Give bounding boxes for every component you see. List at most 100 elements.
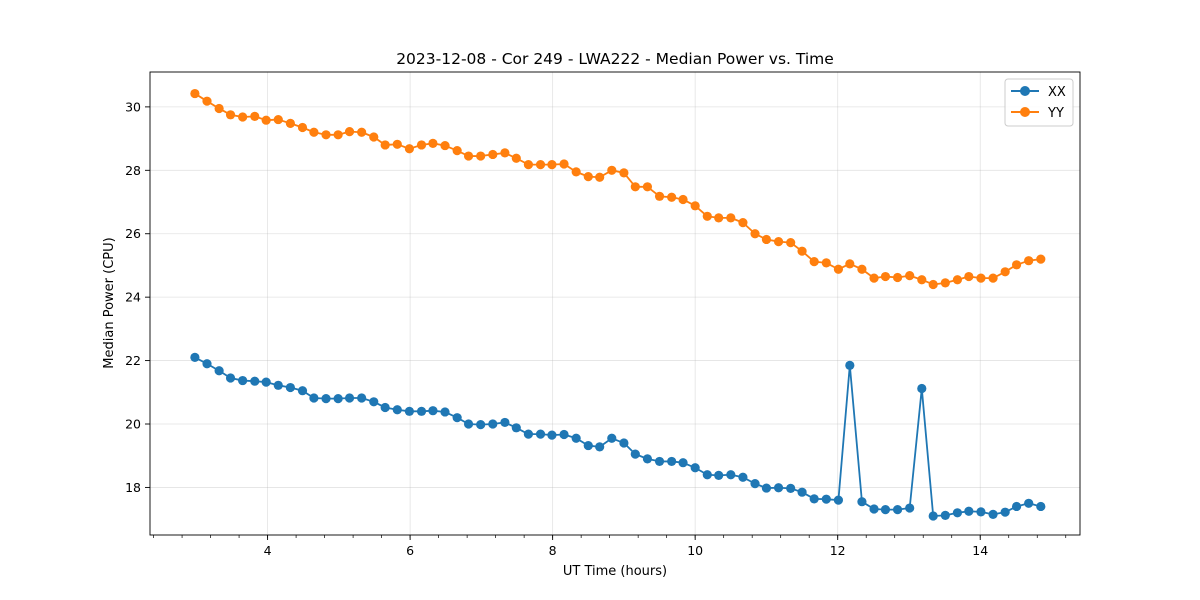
data-point-xx (392, 405, 402, 415)
data-point-xx (642, 454, 653, 464)
data-point-xx (488, 419, 498, 429)
y-axis-label: Median Power (CPU) (102, 237, 117, 368)
data-point-xx (654, 456, 665, 467)
data-point-xx (905, 503, 915, 513)
data-point-xx (1011, 501, 1022, 512)
data-point-xx (928, 511, 938, 521)
data-point-yy (238, 112, 248, 122)
data-point-yy (654, 191, 665, 201)
data-point-xx (761, 483, 772, 493)
data-point-xx (750, 479, 760, 489)
data-point-xx (511, 423, 521, 433)
data-point-yy (869, 273, 879, 283)
data-point-xx (463, 419, 474, 429)
data-point-yy (261, 115, 271, 125)
data-point-xx (357, 393, 367, 403)
data-point-yy (511, 153, 521, 163)
x-tick-label: 8 (549, 543, 557, 558)
data-point-yy (547, 160, 557, 170)
data-point-yy (190, 88, 200, 99)
data-point-xx (595, 442, 605, 452)
data-point-yy (905, 270, 915, 281)
legend-label-yy: YY (1047, 106, 1064, 121)
data-point-yy (726, 213, 736, 223)
data-point-yy (488, 149, 498, 160)
data-point-yy (786, 238, 796, 248)
data-point-xx (833, 495, 844, 505)
data-point-yy (202, 96, 212, 106)
plot-frame (149, 71, 1081, 536)
data-series (190, 88, 1046, 521)
data-point-xx (786, 483, 796, 493)
data-point-yy (1000, 267, 1010, 277)
data-point-xx (297, 386, 308, 396)
data-point-xx (476, 420, 486, 430)
data-point-xx (702, 470, 712, 480)
data-point-yy (809, 257, 819, 267)
data-point-yy (559, 159, 569, 169)
data-point-yy (761, 234, 772, 245)
data-point-yy (463, 151, 474, 161)
data-point-xx (238, 375, 248, 386)
data-point-xx (869, 504, 879, 514)
data-point-xx (845, 360, 855, 370)
data-point-yy (273, 114, 283, 125)
data-point-xx (309, 393, 319, 403)
data-point-xx (964, 506, 974, 516)
data-point-xx (285, 382, 295, 393)
chart-title: 2023-12-08 - Cor 249 - LWA222 - Median P… (396, 50, 834, 68)
legend: XX YY (1004, 78, 1074, 127)
data-point-yy (309, 127, 319, 137)
series-line-xx (194, 356, 1042, 517)
data-point-xx (690, 463, 700, 473)
data-point-yy (225, 110, 236, 120)
y-tick-label: 30 (125, 99, 141, 114)
x-tick-label: 10 (687, 543, 703, 558)
y-tick-label: 18 (125, 480, 141, 495)
data-point-yy (440, 140, 450, 151)
grid (150, 72, 1080, 535)
data-point-yy (690, 201, 700, 211)
y-tick-label: 20 (125, 417, 141, 432)
data-point-yy (428, 138, 438, 148)
data-point-xx (952, 508, 963, 518)
data-point-xx (880, 505, 891, 515)
y-tick-label: 22 (125, 353, 141, 368)
data-point-yy (369, 132, 379, 142)
data-point-xx (428, 406, 438, 416)
data-point-xx (1036, 501, 1046, 512)
data-point-xx (452, 413, 462, 423)
data-point-yy (738, 218, 748, 228)
data-point-yy (821, 258, 831, 268)
data-point-yy (750, 229, 760, 239)
data-point-yy (678, 194, 688, 205)
data-point-xx (571, 433, 581, 443)
data-point-xx (190, 352, 200, 363)
data-point-yy (917, 275, 927, 285)
data-point-xx (321, 394, 331, 404)
data-point-yy (571, 167, 581, 177)
data-point-xx (678, 458, 688, 468)
data-point-xx (333, 394, 343, 404)
data-point-yy (964, 271, 974, 282)
data-point-xx (1024, 498, 1034, 508)
data-point-xx (714, 470, 724, 480)
x-tick-label: 14 (972, 543, 988, 558)
x-tick-label: 4 (264, 543, 272, 558)
data-point-yy (476, 151, 486, 161)
data-point-yy (535, 160, 546, 170)
data-point-yy (845, 259, 855, 269)
data-point-yy (1011, 260, 1022, 270)
x-tick-label: 6 (406, 543, 414, 558)
data-point-xx (809, 494, 819, 504)
data-point-xx (523, 429, 534, 439)
data-point-yy (392, 139, 402, 149)
data-point-yy (1036, 254, 1046, 264)
data-point-xx (773, 483, 784, 493)
data-point-xx (630, 449, 640, 459)
data-point-yy (607, 165, 617, 175)
axis-ticks: 4 6 8 10 12 14 18 20 22 24 26 28 30 (125, 99, 1067, 558)
data-point-xx (726, 470, 736, 480)
data-point-yy (630, 182, 640, 192)
